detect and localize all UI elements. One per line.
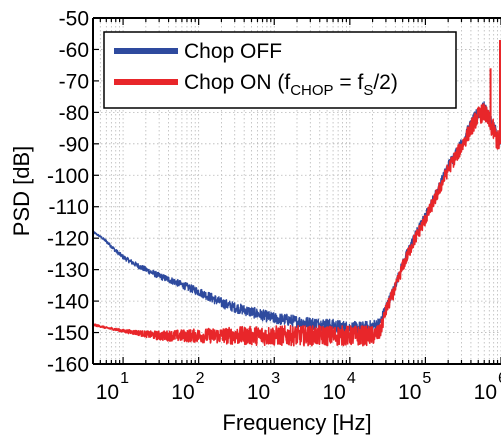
y-tick-label: -100 [47,165,89,188]
x-tick-exponent: 1 [120,370,129,387]
y-tick-label: -160 [47,354,89,377]
x-tick-exponent: 6 [498,370,501,387]
series-line-chop-on [93,103,501,347]
y-axis-title: PSD [dB] [9,146,34,236]
x-tick-label: 104 [322,370,355,404]
y-tick-label: -130 [47,259,89,282]
y-tick-label: -90 [59,133,89,156]
series-line-chop-off [93,101,501,335]
x-tick-base: 10 [96,381,119,404]
y-tick-label: -70 [59,70,89,93]
x-tick-labels: 101102103104105106 [96,370,501,404]
x-tick-exponent: 3 [271,370,280,387]
tick-marks [92,17,501,365]
x-tick-label: 106 [474,370,501,404]
x-tick-label: 101 [96,370,129,404]
x-tick-label: 105 [398,370,431,404]
legend-label-chop-off: Chop OFF [184,40,282,63]
x-axis-title: Frequency [Hz] [222,410,371,435]
x-tick-exponent: 5 [422,370,431,387]
legend-box [103,31,457,109]
x-tick-exponent: 4 [347,370,356,387]
x-tick-exponent: 2 [196,370,205,387]
x-tick-base: 10 [171,381,194,404]
x-tick-base: 10 [474,381,497,404]
y-tick-label: -110 [49,196,89,219]
legend: Chop OFF Chop ON (fCHOP = fS/2) [103,31,457,109]
legend-label-chop-on: Chop ON (fCHOP = fS/2) [184,71,398,99]
y-tick-labels: -50 -60 -70 -80 -90 -100 -110 -120 -130 -140 -150 -… [47,8,89,377]
x-tick-label: 103 [247,370,280,404]
y-tick-label: -80 [59,102,89,125]
y-tick-label: -120 [47,228,89,251]
x-tick-base: 10 [322,381,345,404]
x-tick-base: 10 [398,381,421,404]
y-tick-label: -150 [47,322,89,345]
y-tick-label: -140 [47,291,89,314]
x-tick-label: 102 [171,370,204,404]
x-tick-base: 10 [247,381,270,404]
y-tick-label: -50 [59,8,89,31]
y-tick-label: -60 [59,39,89,62]
series-group [93,40,501,347]
